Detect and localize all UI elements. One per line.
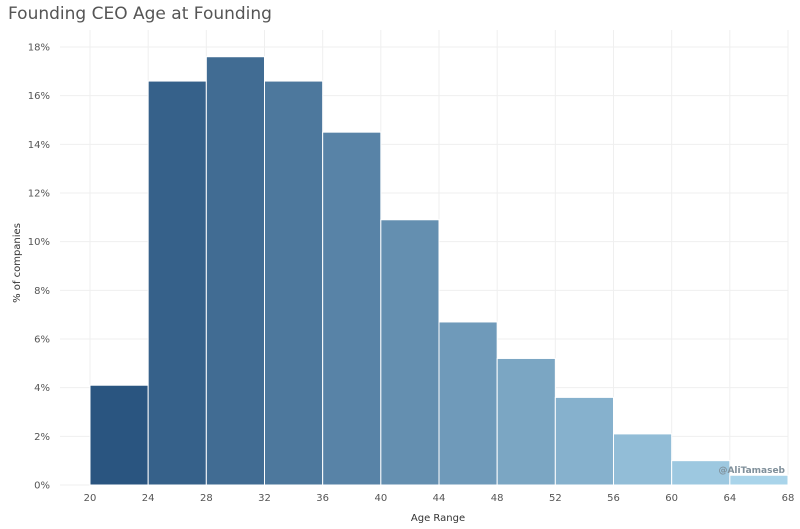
histogram-bar [613,433,673,486]
x-tick-label: 44 [433,493,446,504]
histogram-bar [496,357,556,486]
y-tick-label: 14% [28,140,50,151]
histogram-bar [438,321,498,486]
y-axis-label: % of companies [12,223,23,303]
y-tick-label: 6% [34,335,50,346]
bars-layer [89,56,789,486]
x-tick-label: 60 [665,493,678,504]
histogram-bar [264,80,324,486]
y-tick-labels: 0% 2% 4% 6% 8% 10% 12% 14% 16% 18% [28,43,50,492]
histogram-bar [729,474,789,486]
x-tick-label: 64 [723,493,736,504]
histogram-bar [322,131,382,486]
histogram-bar [147,80,207,486]
watermark-label: @AliTamaseb [718,466,785,476]
x-tick-label: 40 [374,493,387,504]
y-tick-label: 16% [28,91,50,102]
histogram-bar [380,219,440,486]
x-tick-label: 52 [549,493,562,504]
x-tick-label: 20 [84,493,97,504]
histogram-bar [89,384,149,486]
x-axis-label: Age Range [411,513,465,524]
y-tick-label: 18% [28,43,50,54]
y-tick-label: 12% [28,189,50,200]
x-tick-label: 56 [607,493,620,504]
y-tick-label: 8% [34,286,50,297]
x-tick-labels: 20 24 28 32 36 40 44 48 52 56 60 64 68 [84,493,795,504]
y-tick-label: 4% [34,383,50,394]
x-tick-label: 24 [142,493,155,504]
histogram-bar [205,56,265,486]
x-tick-label: 48 [491,493,504,504]
histogram-bar [554,396,614,486]
x-tick-label: 68 [782,493,795,504]
y-tick-label: 0% [34,481,50,492]
chart-title: Founding CEO Age at Founding [8,4,272,24]
histogram-bar [671,460,731,486]
y-tick-label: 10% [28,237,50,248]
y-tick-label: 2% [34,432,50,443]
x-tick-label: 28 [200,493,213,504]
x-tick-label: 32 [258,493,271,504]
x-tick-label: 36 [316,493,329,504]
